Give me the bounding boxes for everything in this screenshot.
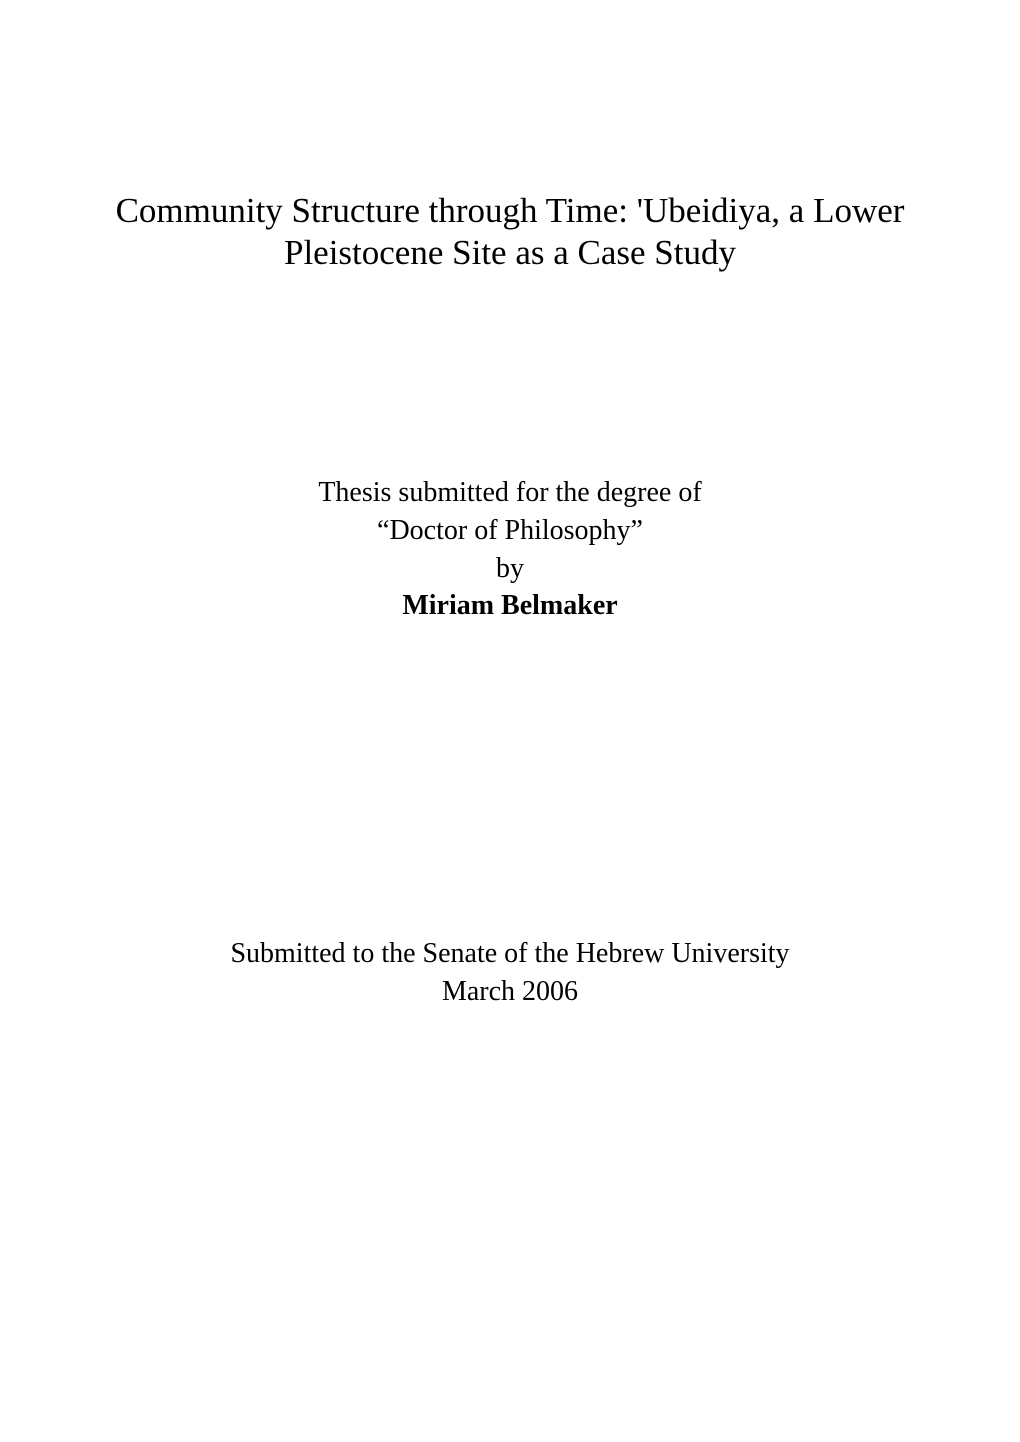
title-line-1: Community Structure through Time: 'Ubeid… [50,190,970,232]
title-line-2: Pleistocene Site as a Case Study [50,232,970,274]
submission-block: Submitted to the Senate of the Hebrew Un… [50,935,970,1011]
title-block: Community Structure through Time: 'Ubeid… [50,190,970,274]
degree-line: “Doctor of Philosophy” [50,512,970,550]
page-container: Community Structure through Time: 'Ubeid… [0,0,1020,1442]
submitted-to-line: Submitted to the Senate of the Hebrew Un… [50,935,970,973]
submission-date: March 2006 [50,973,970,1011]
by-line: by [50,550,970,588]
author-name: Miriam Belmaker [50,587,970,625]
thesis-info-block: Thesis submitted for the degree of “Doct… [50,474,970,625]
thesis-submitted-line: Thesis submitted for the degree of [50,474,970,512]
